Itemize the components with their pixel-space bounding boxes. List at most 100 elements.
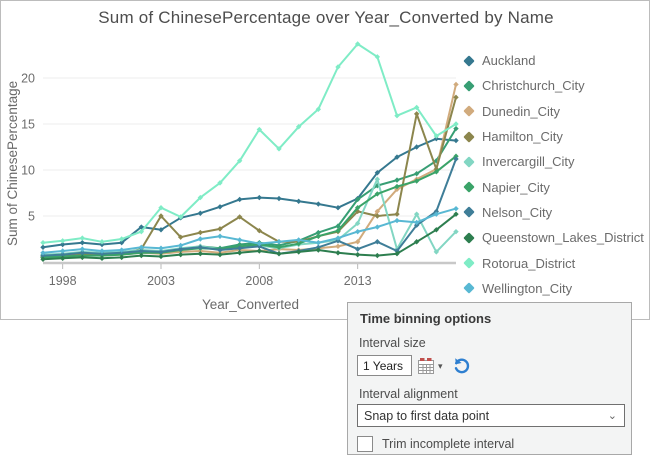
legend-item-Rotorua_District[interactable]: Rotorua_District [462, 250, 650, 275]
data-point-marker [79, 239, 86, 246]
data-point-marker [453, 125, 459, 132]
data-point-marker [453, 156, 459, 162]
legend-marker-icon [463, 130, 475, 143]
interval-alignment-label: Interval alignment [359, 387, 458, 401]
data-point-marker [374, 208, 381, 215]
legend-item-Christchurch_City[interactable]: Christchurch_City [462, 73, 650, 98]
trim-interval-label: Trim incomplete interval [382, 437, 515, 451]
legend-marker-icon [463, 257, 475, 269]
series-line-Nelson_City [42, 158, 457, 257]
legend-marker-icon [463, 206, 475, 219]
data-point-marker [433, 133, 440, 139]
series-line-Auckland [42, 137, 457, 249]
x-tick-label: 2003 [147, 274, 175, 288]
data-point-marker [354, 205, 361, 211]
data-point-marker [197, 229, 204, 236]
legend-item-Hamilton_City[interactable]: Hamilton_City [462, 124, 650, 149]
interval-alignment-dropdown[interactable]: Snap to first data point ⌄ [357, 404, 625, 427]
data-point-marker [394, 251, 400, 257]
legend-item-Queenstown_Lakes_District[interactable]: Queenstown_Lakes_District [462, 225, 650, 250]
series-line-Napier_City [42, 155, 457, 259]
data-point-marker [315, 106, 322, 112]
legend-item-Invercargill_City[interactable]: Invercargill_City [462, 149, 650, 174]
data-point-marker [453, 81, 459, 88]
data-point-marker [256, 126, 263, 133]
interval-size-label: Interval size [359, 336, 426, 350]
data-point-marker [40, 252, 46, 259]
chart-title: Sum of ChinesePercentage over Year_Conve… [98, 8, 554, 27]
data-point-marker [335, 64, 341, 70]
data-point-marker [158, 205, 164, 211]
data-point-marker [374, 54, 381, 60]
data-point-marker [59, 251, 66, 258]
data-point-marker [354, 246, 361, 252]
calendar-icon[interactable] [416, 356, 436, 376]
data-point-marker [236, 250, 243, 256]
legend-item-Auckland[interactable]: Auckland [462, 48, 650, 73]
data-point-marker [315, 201, 322, 207]
data-point-marker [413, 178, 420, 184]
data-point-marker [354, 228, 361, 235]
data-point-marker [413, 219, 420, 226]
legend-item-Napier_City[interactable]: Napier_City [462, 174, 650, 199]
data-point-marker [295, 237, 302, 243]
interval-size-input[interactable] [357, 355, 412, 376]
data-point-marker [256, 243, 263, 250]
data-point-marker [374, 191, 381, 197]
data-point-marker [295, 198, 302, 204]
data-point-marker [99, 255, 105, 262]
data-point-marker [453, 153, 459, 159]
legend-item-Nelson_City[interactable]: Nelson_City [462, 200, 650, 225]
data-point-marker [59, 241, 66, 248]
legend-marker-icon [463, 232, 475, 244]
data-point-marker [453, 228, 459, 235]
series-line-Hamilton_City [42, 96, 457, 259]
data-point-marker [138, 252, 145, 259]
data-point-marker [158, 253, 164, 260]
chart-window: Sum of ChinesePercentage over Year_Conve… [0, 0, 650, 320]
data-point-marker [236, 245, 243, 251]
data-point-marker [453, 137, 459, 144]
data-point-marker [295, 124, 302, 130]
chart-legend: Auckland Christchurch_City Dunedin_City Ham… [462, 48, 650, 301]
legend-marker-icon [463, 80, 475, 92]
undo-icon[interactable] [452, 355, 472, 375]
data-point-marker [374, 239, 381, 245]
trim-interval-checkbox[interactable] [357, 436, 373, 452]
data-point-marker [177, 242, 184, 249]
data-point-marker [197, 244, 204, 250]
data-point-marker [276, 244, 282, 250]
data-point-marker [374, 213, 381, 219]
data-point-marker [354, 251, 361, 258]
data-point-marker [374, 252, 381, 259]
data-point-marker [59, 255, 66, 262]
data-point-marker [79, 235, 86, 241]
data-point-marker [433, 211, 440, 217]
calendar-dropdown-caret[interactable]: ▾ [438, 361, 443, 371]
data-point-marker [394, 211, 400, 217]
series-line-Rotorua_District [42, 43, 457, 244]
data-point-marker [315, 239, 322, 246]
data-point-marker [217, 204, 223, 210]
legend-label: Wellington_City [482, 280, 573, 296]
series-line-Wellington_City [42, 207, 457, 254]
legend-item-Wellington_City[interactable]: Wellington_City [462, 276, 650, 301]
data-point-marker [354, 220, 361, 227]
data-point-marker [335, 250, 341, 256]
data-point-marker [217, 180, 223, 186]
data-point-marker [354, 239, 361, 245]
legend-label: Christchurch_City [482, 78, 585, 94]
data-point-marker [453, 205, 459, 212]
data-point-marker [79, 250, 86, 256]
data-point-marker [99, 251, 105, 257]
data-point-marker [276, 146, 282, 152]
data-point-marker [79, 246, 86, 252]
legend-label: Queenstown_Lakes_District [482, 230, 644, 246]
x-tick-label: 1998 [49, 274, 77, 288]
legend-item-Dunedin_City[interactable]: Dunedin_City [462, 99, 650, 124]
legend-label: Nelson_City [482, 204, 553, 220]
data-point-marker [276, 195, 282, 202]
time-binning-panel: Time binning options Interval size ▾ Int… [347, 302, 632, 455]
data-point-marker [335, 205, 341, 211]
data-point-marker [433, 136, 440, 142]
